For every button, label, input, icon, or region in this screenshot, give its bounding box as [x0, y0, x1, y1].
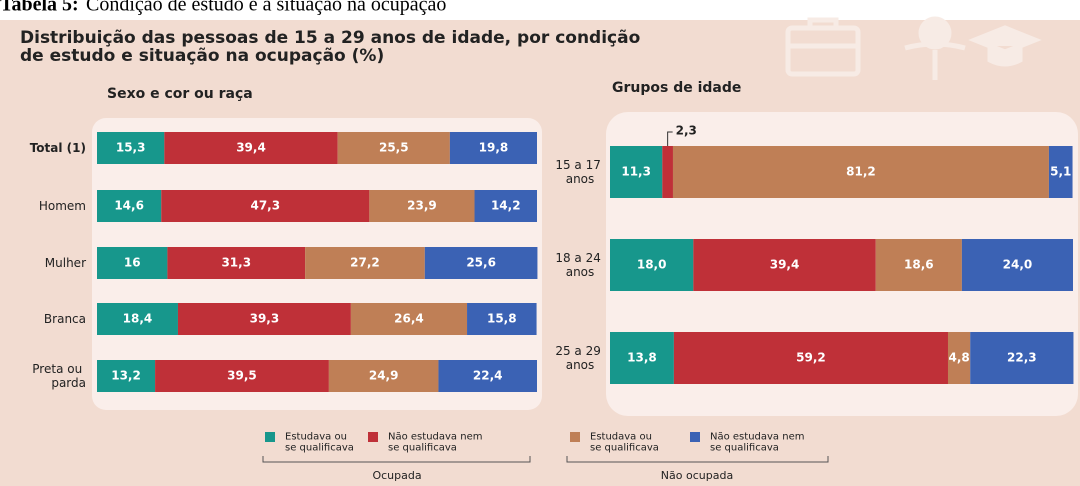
bar-segment	[610, 146, 663, 198]
value-label: 39,3	[250, 312, 280, 326]
value-label: 22,4	[473, 369, 503, 383]
bar-segment	[97, 132, 165, 164]
value-label: 13,2	[111, 369, 141, 383]
group-bracket	[566, 456, 829, 463]
bar-segment	[467, 303, 537, 335]
value-label: 25,5	[379, 141, 409, 155]
value-label: 23,9	[407, 199, 437, 213]
icons	[785, 16, 1042, 80]
legend-swatch	[368, 432, 378, 442]
bar-segment	[672, 146, 1049, 198]
bar-segment	[424, 247, 538, 279]
bar-segment	[97, 247, 168, 279]
value-label: 19,8	[479, 141, 509, 155]
bar-segment	[350, 303, 468, 335]
legend-label: Estudava ou se qualificava	[285, 432, 354, 454]
caption-label: Tabela 5:	[0, 0, 79, 16]
category-label: 15 a 17 anos	[555, 158, 604, 186]
value-label: 39,5	[227, 369, 257, 383]
bar-segment	[161, 190, 370, 222]
value-label: 5,1	[1050, 165, 1071, 179]
bar-segment	[438, 360, 537, 392]
category-label: 18 a 24 anos	[555, 251, 604, 279]
value-label: 59,2	[796, 351, 826, 365]
value-label: 11,3	[621, 165, 651, 179]
caption-text: Condição de estudo e a situação na ocupa…	[86, 0, 446, 16]
bar-segment	[97, 190, 162, 222]
value-label: 81,2	[846, 165, 876, 179]
bar-segment	[305, 247, 425, 279]
value-label: 18,6	[904, 258, 934, 272]
value-label: 27,2	[350, 256, 380, 270]
value-label: 4,8	[948, 351, 969, 365]
value-label: 18,4	[123, 312, 153, 326]
bar-segment	[155, 360, 329, 392]
value-label: 18,0	[637, 258, 667, 272]
value-label: 31,3	[221, 256, 251, 270]
value-label: 24,9	[369, 369, 399, 383]
value-label: 2,3	[676, 124, 697, 138]
bar-segment	[369, 190, 475, 222]
bar-segment	[970, 332, 1074, 384]
category-label: Total (1)	[30, 141, 86, 155]
bar-segment	[610, 332, 674, 384]
value-label: 39,4	[236, 141, 266, 155]
bar-segment	[328, 360, 439, 392]
value-label: 15,3	[116, 141, 146, 155]
legend-label: Estudava ou se qualificava	[590, 432, 659, 454]
legend-swatch	[265, 432, 275, 442]
category-label: Mulher	[45, 256, 86, 270]
bar-segment	[167, 247, 306, 279]
bar-segment	[474, 190, 537, 222]
bar-segment	[337, 132, 450, 164]
value-label: 14,2	[491, 199, 521, 213]
bar-segment	[947, 332, 971, 384]
value-label: 22,3	[1007, 351, 1037, 365]
callout-line	[667, 131, 673, 146]
legend-label: Não estudava nem se qualificava	[388, 432, 486, 454]
legend-group-label: Ocupada	[372, 469, 421, 482]
bar-segment	[1048, 146, 1073, 198]
value-label: 39,4	[770, 258, 800, 272]
category-label: Branca	[44, 312, 86, 326]
panel-title: Grupos de idade	[612, 80, 741, 96]
legend-group-label: Não ocupada	[661, 469, 733, 482]
bar-segment	[164, 132, 338, 164]
bar-segment	[961, 239, 1073, 291]
value-label: 16	[124, 256, 141, 270]
group-bracket	[262, 456, 531, 463]
legend-swatch	[690, 432, 700, 442]
value-label: 47,3	[250, 199, 280, 213]
bar-segment	[673, 332, 948, 384]
bar-segment	[662, 146, 673, 198]
bar-segment	[693, 239, 876, 291]
chart-title: Distribuição das pessoas de 15 a 29 anos…	[20, 28, 646, 66]
bar-segment	[97, 303, 178, 335]
category-label: 25 a 29 anos	[555, 344, 604, 372]
value-label: 26,4	[394, 312, 424, 326]
legend-swatch	[570, 432, 580, 442]
bar-segment	[875, 239, 962, 291]
bar-segment	[177, 303, 351, 335]
category-label: Preta ou parda	[32, 362, 86, 390]
legend-label: Não estudava nem se qualificava	[710, 432, 808, 454]
value-label: 24,0	[1003, 258, 1033, 272]
bar-segment	[449, 132, 537, 164]
value-label: 25,6	[466, 256, 496, 270]
value-label: 13,8	[627, 351, 657, 365]
bar-segment	[610, 239, 694, 291]
value-label: 15,8	[487, 312, 517, 326]
bar-segment	[97, 360, 156, 392]
panel-title: Sexo e cor ou raça	[107, 86, 253, 102]
value-label: 14,6	[114, 199, 144, 213]
caption-strip	[0, 0, 1080, 20]
category-label: Homem	[39, 199, 86, 213]
